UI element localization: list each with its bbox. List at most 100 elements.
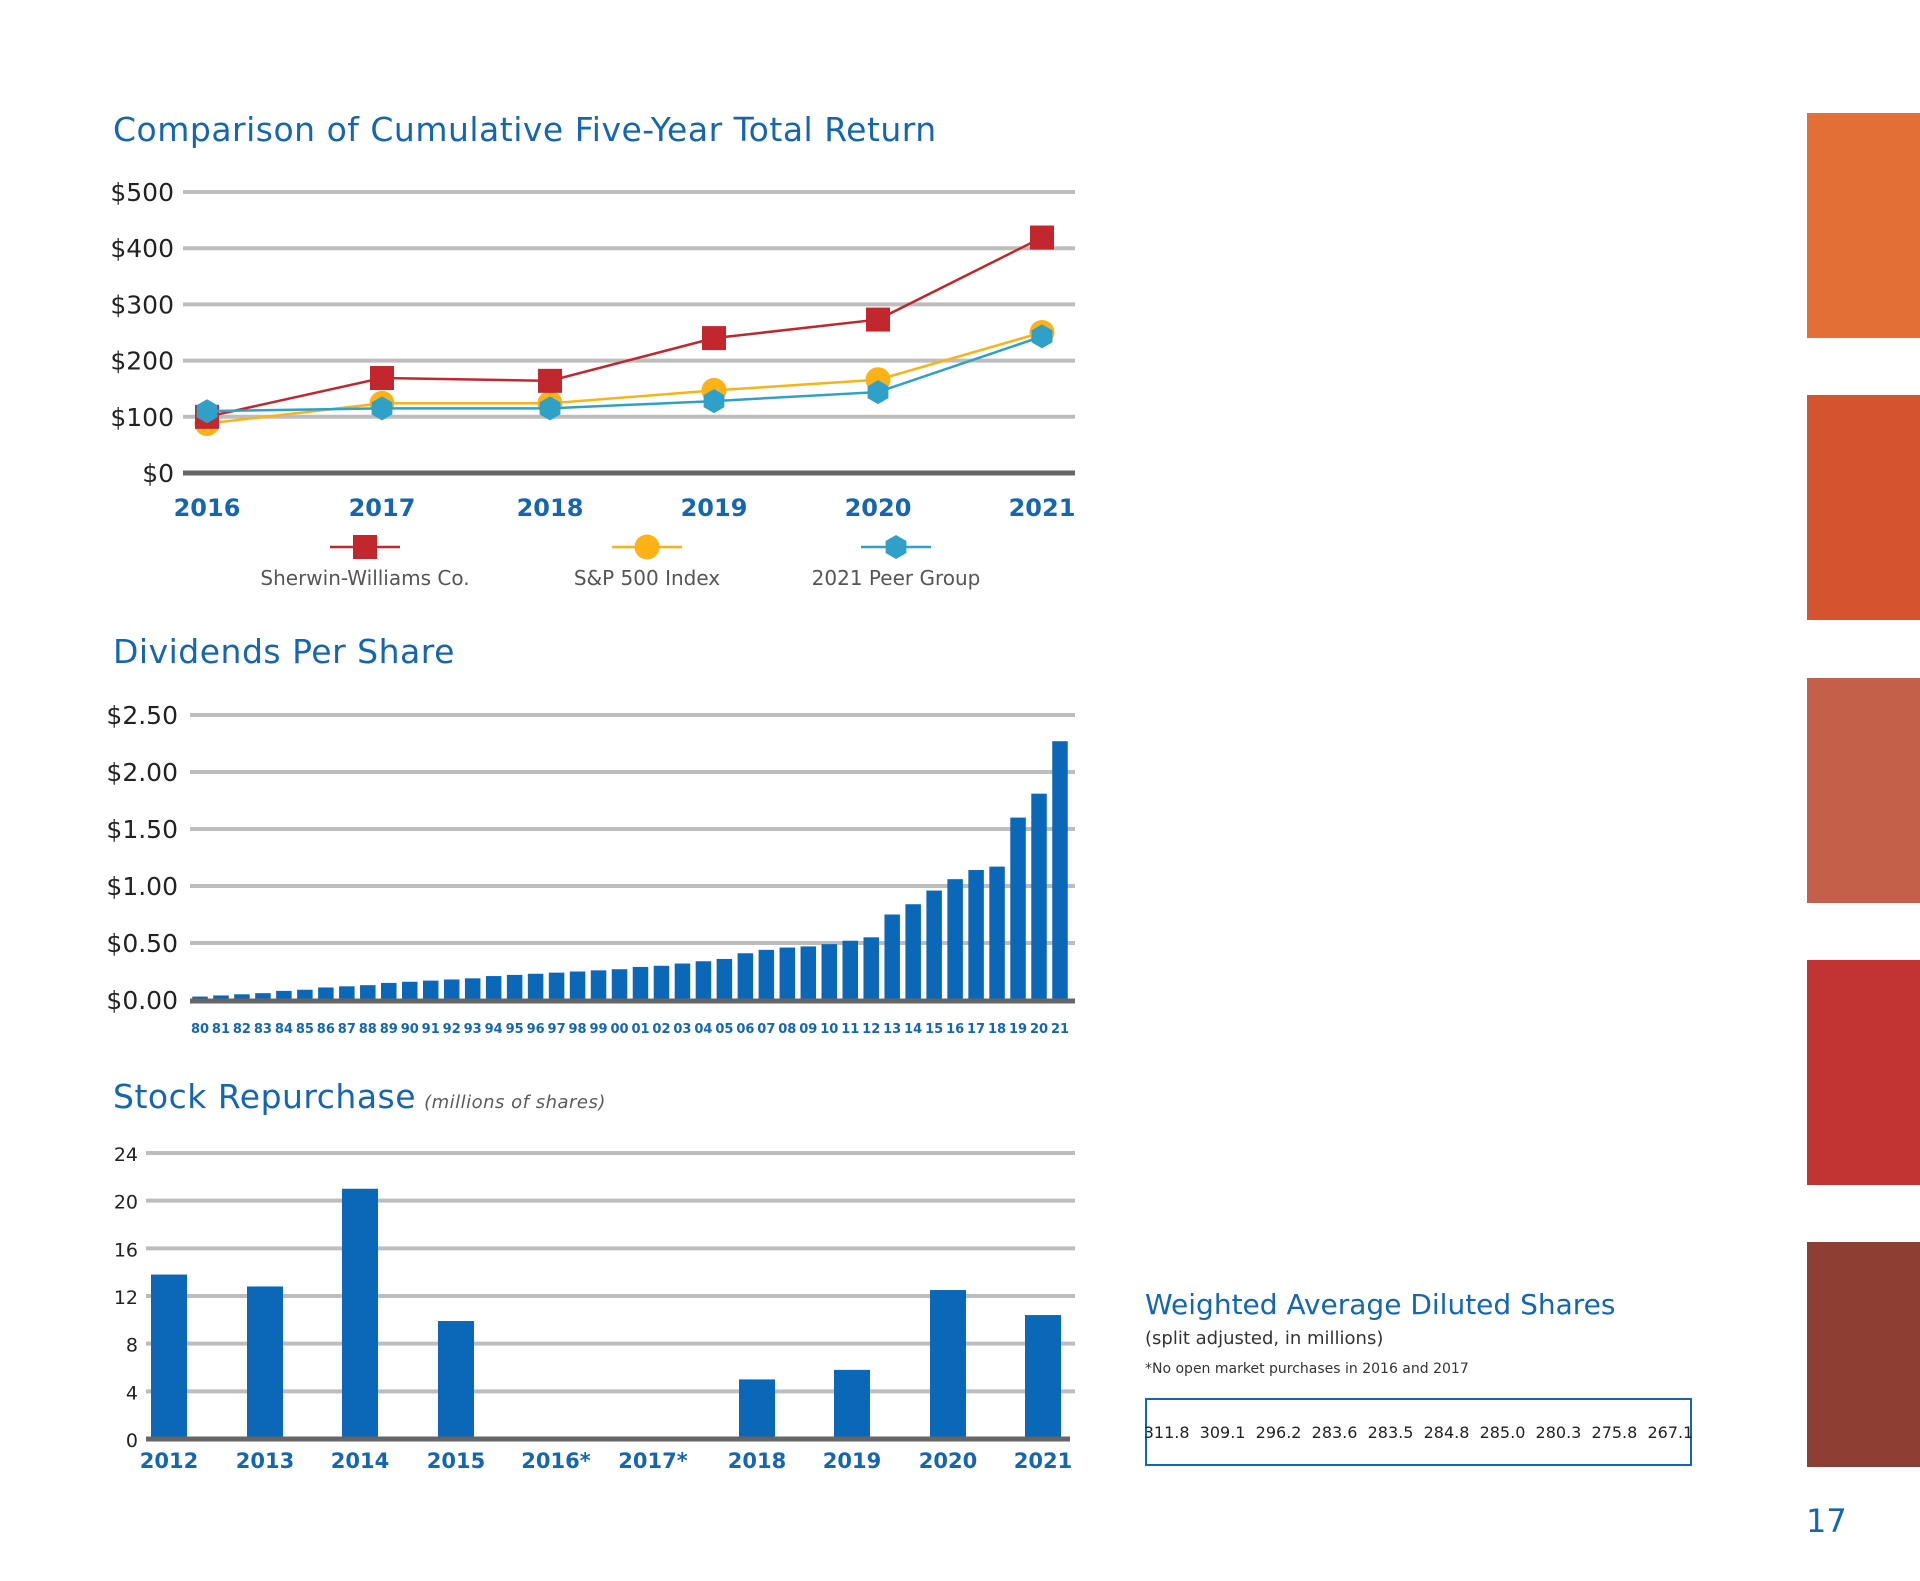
dividend-bar xyxy=(402,981,418,1000)
weighted-shares-title: Weighted Average Diluted Shares xyxy=(1145,1288,1616,1321)
dividend-bar xyxy=(192,996,208,1000)
dividend-bar xyxy=(548,972,565,1000)
dividend-bar xyxy=(276,990,292,1000)
x-tick-label: 86 xyxy=(317,1022,335,1037)
y-tick-label: 4 xyxy=(126,1382,138,1404)
x-tick-label: 07 xyxy=(757,1022,775,1037)
dividend-bar xyxy=(464,978,481,1000)
dividend-bar xyxy=(360,985,376,1000)
x-tick-label: 91 xyxy=(422,1022,440,1037)
x-tick-label: 18 xyxy=(988,1022,1006,1037)
dividend-bar xyxy=(485,976,502,1000)
x-tick-label: 12 xyxy=(862,1022,880,1037)
y-tick-label: $0.00 xyxy=(106,986,178,1015)
y-tick-label: 8 xyxy=(126,1335,138,1357)
y-tick-label: $200 xyxy=(110,347,174,376)
x-tick-label: 2013 xyxy=(236,1449,294,1473)
dividend-bar xyxy=(381,982,397,1000)
data-point-square xyxy=(538,368,562,393)
series-line xyxy=(206,331,1043,425)
x-tick-label: 89 xyxy=(380,1022,398,1037)
series-line xyxy=(206,335,1043,413)
x-tick-label: 2017 xyxy=(349,494,416,522)
repurchase-bar xyxy=(247,1286,283,1439)
y-tick-label: 24 xyxy=(114,1144,138,1166)
dividend-bar xyxy=(632,966,649,1000)
dividend-bar xyxy=(339,986,355,1000)
dividend-bar xyxy=(1052,741,1068,1000)
x-tick-label: 08 xyxy=(778,1022,796,1037)
legend-label: S&P 500 Index xyxy=(574,566,720,590)
series-line xyxy=(206,236,1043,419)
data-point-hexagon xyxy=(539,396,561,421)
y-tick-label: $0 xyxy=(142,459,174,488)
data-point-square xyxy=(866,307,890,332)
data-point-hexagon xyxy=(867,380,889,405)
dividend-bar xyxy=(863,937,879,1000)
y-tick-label: $1.00 xyxy=(106,872,178,901)
x-tick-label: 93 xyxy=(464,1022,482,1037)
legend-label: Sherwin-Williams Co. xyxy=(260,566,469,590)
weighted-shares-values-box: 311.8 309.1 296.2 283.6 283.5 284.8 285.… xyxy=(1143,1398,1694,1466)
x-tick-label: 21 xyxy=(1051,1022,1069,1037)
x-tick-label: 10 xyxy=(820,1022,838,1037)
dividend-bar xyxy=(1010,817,1026,1000)
dividend-bar xyxy=(821,944,838,1000)
x-tick-label: 2018 xyxy=(728,1449,786,1473)
repurchase-bar xyxy=(438,1321,474,1439)
repurchase-bar xyxy=(930,1290,966,1439)
legend-label: 2021 Peer Group xyxy=(812,566,981,590)
x-tick-label: 13 xyxy=(883,1022,901,1037)
x-tick-label: 2021 xyxy=(1014,1449,1072,1473)
x-tick-label: 2019 xyxy=(681,494,748,522)
dividend-bar xyxy=(213,995,229,1000)
data-point-hexagon xyxy=(196,399,218,424)
dividend-bar xyxy=(443,979,460,1000)
dividend-bar xyxy=(318,987,334,1000)
x-tick-label: 06 xyxy=(736,1022,754,1037)
x-tick-label: 04 xyxy=(694,1022,712,1037)
dividend-bar xyxy=(800,946,817,1000)
x-tick-label: 2015 xyxy=(427,1449,485,1473)
data-point-square xyxy=(353,535,377,559)
dividend-bar xyxy=(611,969,628,1000)
repurchase-bar xyxy=(834,1369,870,1439)
x-tick-label: 2016 xyxy=(174,494,241,522)
dividend-bar xyxy=(422,980,439,1000)
x-tick-label: 82 xyxy=(233,1022,251,1037)
x-tick-label: 17 xyxy=(967,1022,985,1037)
color-block-3 xyxy=(1807,678,1920,903)
repurchase-chart-title-wrap: Stock Repurchase (millions of shares) xyxy=(113,1077,606,1116)
x-tick-label: 84 xyxy=(275,1022,293,1037)
page-number: 17 xyxy=(1806,1502,1847,1540)
x-tick-label: 2020 xyxy=(919,1449,977,1473)
data-point-hexagon xyxy=(1031,324,1053,349)
color-block-2 xyxy=(1807,395,1920,620)
series-2 xyxy=(196,324,1053,424)
repurchase-bar xyxy=(1025,1315,1061,1439)
y-tick-label: $2.00 xyxy=(106,758,178,787)
y-tick-label: $2.50 xyxy=(106,701,178,730)
dividends-chart-title: Dividends Per Share xyxy=(113,632,455,671)
x-tick-label: 95 xyxy=(506,1022,524,1037)
x-tick-label: 16 xyxy=(946,1022,964,1037)
weighted-shares-values: 311.8 309.1 296.2 283.6 283.5 284.8 285.… xyxy=(1143,1422,1694,1442)
y-tick-label: $0.50 xyxy=(106,929,178,958)
x-tick-label: 87 xyxy=(338,1022,356,1037)
y-tick-label: $1.50 xyxy=(106,815,178,844)
x-tick-label: 90 xyxy=(401,1022,419,1037)
x-tick-label: 2014 xyxy=(331,1449,389,1473)
dividend-bar xyxy=(1031,793,1047,1000)
x-tick-label: 88 xyxy=(359,1022,377,1037)
dividend-bar xyxy=(779,947,796,1000)
data-point-circle xyxy=(634,534,660,560)
dividend-bar xyxy=(653,965,670,1000)
x-tick-label: 2016* xyxy=(521,1449,590,1473)
y-tick-label: 12 xyxy=(114,1287,138,1309)
y-tick-label: $300 xyxy=(110,290,174,319)
y-tick-label: 20 xyxy=(114,1192,138,1214)
data-point-hexagon xyxy=(885,535,907,559)
return-chart-title: Comparison of Cumulative Five-Year Total… xyxy=(113,110,937,149)
